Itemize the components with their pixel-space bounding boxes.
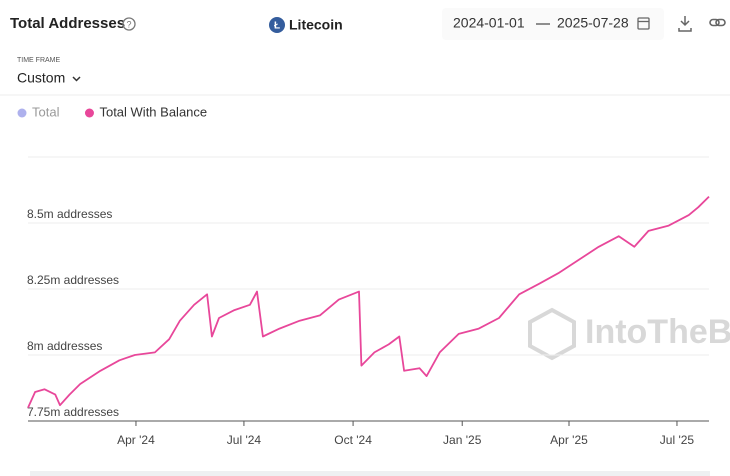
x-tick-label: Jan '25 xyxy=(443,433,482,447)
svg-text:Ł: Ł xyxy=(274,21,280,32)
download-icon[interactable] xyxy=(678,16,692,32)
scrollbar xyxy=(30,471,710,476)
x-tick-label: Jul '25 xyxy=(660,433,695,447)
date-start[interactable]: 2024-01-01 xyxy=(453,15,525,31)
legend-label[interactable]: Total With Balance xyxy=(99,104,207,119)
legend-label[interactable]: Total xyxy=(32,104,60,119)
link-icon[interactable] xyxy=(709,18,726,27)
legend-marker[interactable] xyxy=(84,108,94,118)
title: Total Addresses xyxy=(10,15,125,32)
y-tick-label: 8.5m addresses xyxy=(27,207,112,221)
date-end[interactable]: 2025-07-28 xyxy=(557,15,629,31)
x-tick-label: Jul '24 xyxy=(227,433,262,447)
calendar-icon[interactable] xyxy=(637,17,650,30)
y-tick-label: 7.75m addresses xyxy=(27,405,119,419)
watermark-logo xyxy=(528,307,576,361)
date-picker[interactable] xyxy=(442,8,664,40)
legend-marker[interactable] xyxy=(17,108,27,118)
data-line xyxy=(27,195,710,409)
asset-name: Litecoin xyxy=(289,17,343,33)
x-tick-label: Apr '24 xyxy=(117,433,155,447)
timeframe-select[interactable]: Custom xyxy=(17,70,65,86)
y-tick-label: 8.25m addresses xyxy=(27,273,119,287)
dropdown-arrow[interactable] xyxy=(72,76,81,82)
svg-text:?: ? xyxy=(126,19,131,29)
x-tick-label: Apr '25 xyxy=(550,433,588,447)
litecoin-logo: Ł xyxy=(269,17,285,33)
timeframe-label: TIME FRAME xyxy=(17,57,60,64)
y-tick-label: 8m addresses xyxy=(27,339,102,353)
watermark: IntoTheBlock xyxy=(585,313,730,351)
x-tick-label: Oct '24 xyxy=(334,433,372,447)
help-icon[interactable]: ? xyxy=(122,17,136,31)
